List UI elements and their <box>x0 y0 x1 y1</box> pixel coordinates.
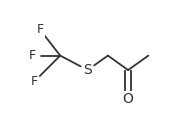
Text: F: F <box>36 23 44 36</box>
Text: O: O <box>123 92 134 106</box>
Text: F: F <box>31 75 38 88</box>
Text: F: F <box>29 49 36 62</box>
Text: S: S <box>83 63 92 77</box>
